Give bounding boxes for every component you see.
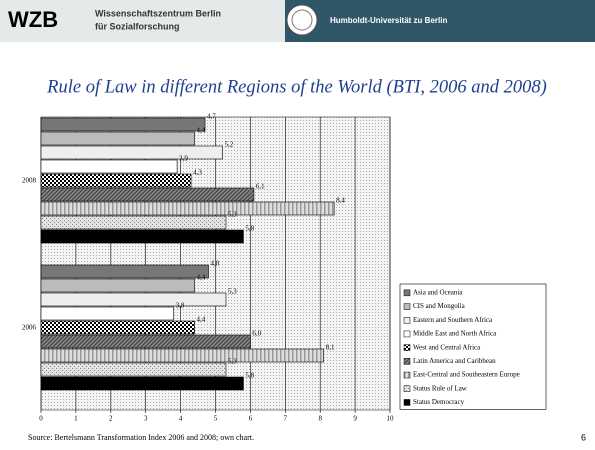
university-name: Humboldt-Universität zu Berlin: [330, 16, 447, 25]
legend-swatch: [403, 303, 411, 310]
value-label: 8,4: [336, 197, 345, 205]
bar: [40, 173, 192, 188]
x-tick-label: 1: [74, 415, 78, 423]
bar: [40, 264, 209, 279]
bar: [40, 229, 244, 244]
x-tick-label: 8: [318, 415, 322, 423]
category-label: 2006: [22, 324, 37, 332]
value-label: 6,0: [252, 330, 261, 338]
page-number: 6: [581, 432, 586, 442]
x-tick-label: 0: [39, 415, 43, 423]
category-label: 2008: [22, 177, 37, 185]
value-label: 5,2: [224, 141, 233, 149]
x-tick-label: 3: [144, 415, 148, 423]
x-tick-label: 6: [249, 415, 253, 423]
legend-label: Eastern and Southern Africa: [413, 316, 493, 324]
bar: [40, 201, 335, 216]
bar: [40, 278, 195, 293]
header-right: [285, 0, 595, 42]
bar: [40, 159, 178, 174]
bar: [40, 131, 195, 146]
bar: [40, 334, 251, 349]
bar: [40, 292, 227, 307]
value-label: 4,4: [197, 127, 206, 135]
legend-label: Status Democracy: [413, 398, 465, 406]
legend-label: CIS and Mongolia: [413, 302, 466, 310]
value-label: 5,8: [245, 372, 254, 380]
legend-label: West and Central Africa: [413, 343, 481, 351]
value-label: 4,3: [193, 169, 202, 177]
x-tick-label: 10: [387, 415, 395, 423]
value-label: 6,1: [256, 183, 265, 191]
value-label: 5,3: [228, 358, 237, 366]
institute-name: für Sozialforschung: [95, 21, 180, 31]
legend-swatch: [403, 385, 411, 392]
bar: [40, 320, 195, 335]
legend-box: [399, 283, 547, 410]
institute-name: Wissenschaftszentrum Berlin: [95, 8, 221, 18]
legend-swatch: [403, 289, 411, 297]
value-label: 3,9: [179, 155, 188, 163]
x-tick-label: 2: [109, 415, 113, 423]
bar: [40, 348, 324, 363]
bar: [40, 117, 206, 132]
logo: WZB: [8, 7, 58, 32]
legend-swatch: [403, 358, 411, 365]
value-label: 4,7: [207, 113, 216, 121]
value-label: 3,8: [176, 302, 185, 310]
legend-label: Asia and Oceania: [413, 288, 463, 296]
value-label: 4,8: [211, 260, 220, 268]
legend-label: Status Rule of Law: [413, 384, 468, 392]
value-label: 5,3: [228, 211, 237, 219]
bar: [40, 306, 174, 321]
x-tick-label: 7: [284, 415, 288, 423]
seal: [291, 9, 313, 31]
bar: [40, 376, 244, 391]
source: Source: Bertelsmann Transformation Index…: [28, 433, 254, 442]
value-label: 4,4: [197, 316, 206, 324]
legend-label: Middle East and North Africa: [413, 330, 497, 338]
x-tick-label: 5: [214, 415, 218, 423]
value-label: 8,1: [326, 344, 335, 352]
chart-title: Rule of Law in different Regions of the …: [46, 77, 547, 97]
legend-label: Latin America and Caribbean: [413, 357, 496, 365]
legend-label: East-Central and Southeastern Europe: [413, 371, 520, 379]
legend-swatch: [403, 330, 411, 338]
value-label: 5,8: [245, 225, 254, 233]
bar: [40, 145, 223, 160]
header-left: [0, 0, 285, 42]
bar: [40, 187, 255, 202]
value-label: 4,4: [197, 274, 206, 282]
bar: [40, 362, 227, 377]
seal: [286, 4, 318, 36]
legend-swatch: [403, 344, 411, 351]
legend-swatch: [403, 399, 411, 406]
legend-swatch: [403, 317, 411, 324]
x-tick-label: 9: [353, 415, 357, 423]
x-tick-label: 4: [179, 415, 183, 423]
value-label: 5,3: [228, 288, 237, 296]
legend-swatch: [403, 371, 411, 379]
bar: [40, 215, 227, 230]
